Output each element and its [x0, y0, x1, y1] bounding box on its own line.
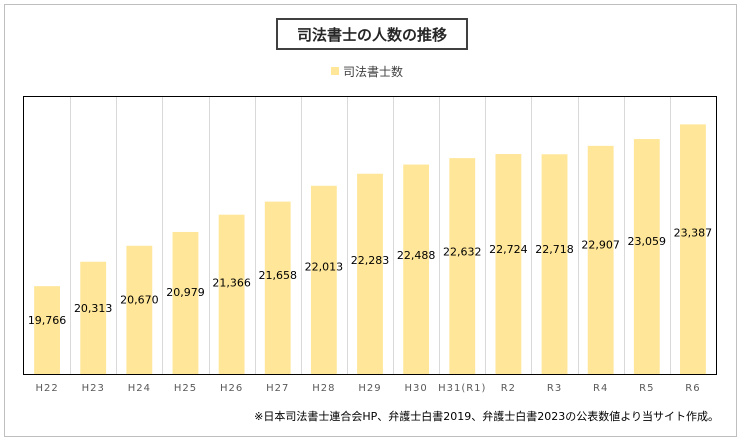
legend-label: 司法書士数: [343, 64, 404, 79]
plot-area: [23, 96, 717, 375]
legend-swatch: [331, 67, 339, 75]
chart-legend: 司法書士数: [331, 64, 404, 79]
chart-title: 司法書士の人数の推移: [276, 18, 468, 50]
source-note: ※日本司法書士連合会HP、弁護士白書2019、弁護士白書2023の公表数値より当…: [254, 410, 719, 423]
